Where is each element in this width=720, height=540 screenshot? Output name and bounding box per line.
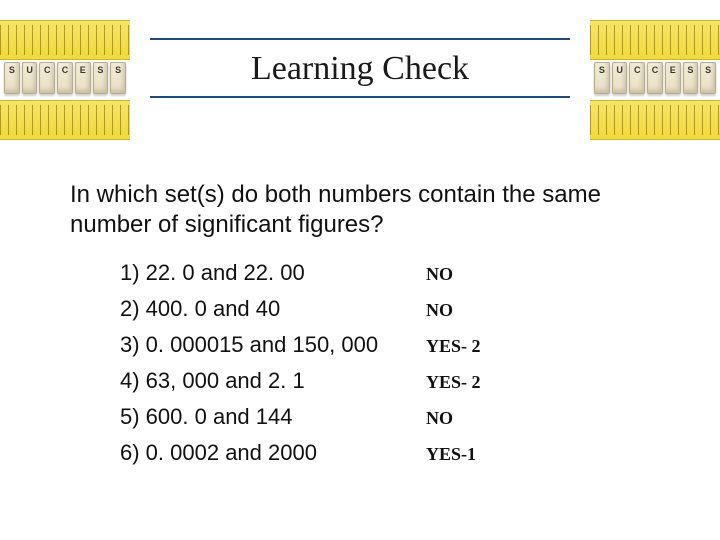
item-text: 6) 0. 0002 and 2000 bbox=[120, 440, 420, 466]
item-answer: NO bbox=[420, 300, 453, 321]
list-item: 6) 0. 0002 and 2000 YES-1 bbox=[120, 440, 600, 466]
item-text: 2) 400. 0 and 40 bbox=[120, 296, 420, 322]
item-answer: YES- 2 bbox=[420, 336, 481, 357]
item-text: 1) 22. 0 and 22. 00 bbox=[120, 260, 420, 286]
title-rule-bottom bbox=[150, 96, 570, 98]
list-item: 5) 600. 0 and 144 NO bbox=[120, 404, 600, 430]
item-text: 5) 600. 0 and 144 bbox=[120, 404, 420, 430]
item-answer: YES-1 bbox=[420, 444, 476, 465]
list-item: 4) 63, 000 and 2. 1 YES- 2 bbox=[120, 368, 600, 394]
item-answer: NO bbox=[420, 264, 453, 285]
decorative-ruler-right bbox=[590, 20, 720, 140]
item-text: 3) 0. 000015 and 150, 000 bbox=[120, 332, 420, 358]
dice-row-left bbox=[4, 62, 126, 98]
item-answer: NO bbox=[420, 408, 453, 429]
list-item: 2) 400. 0 and 40 NO bbox=[120, 296, 600, 322]
item-answer: YES- 2 bbox=[420, 372, 481, 393]
list-item: 3) 0. 000015 and 150, 000 YES- 2 bbox=[120, 332, 600, 358]
list-item: 1) 22. 0 and 22. 00 NO bbox=[120, 260, 600, 286]
decorative-ruler-left bbox=[0, 20, 130, 140]
dice-row-right bbox=[594, 62, 716, 98]
page-title: Learning Check bbox=[150, 40, 570, 96]
question-text: In which set(s) do both numbers contain … bbox=[70, 180, 640, 240]
answer-list: 1) 22. 0 and 22. 00 NO 2) 400. 0 and 40 … bbox=[120, 260, 600, 476]
item-text: 4) 63, 000 and 2. 1 bbox=[120, 368, 420, 394]
title-block: Learning Check bbox=[150, 38, 570, 98]
